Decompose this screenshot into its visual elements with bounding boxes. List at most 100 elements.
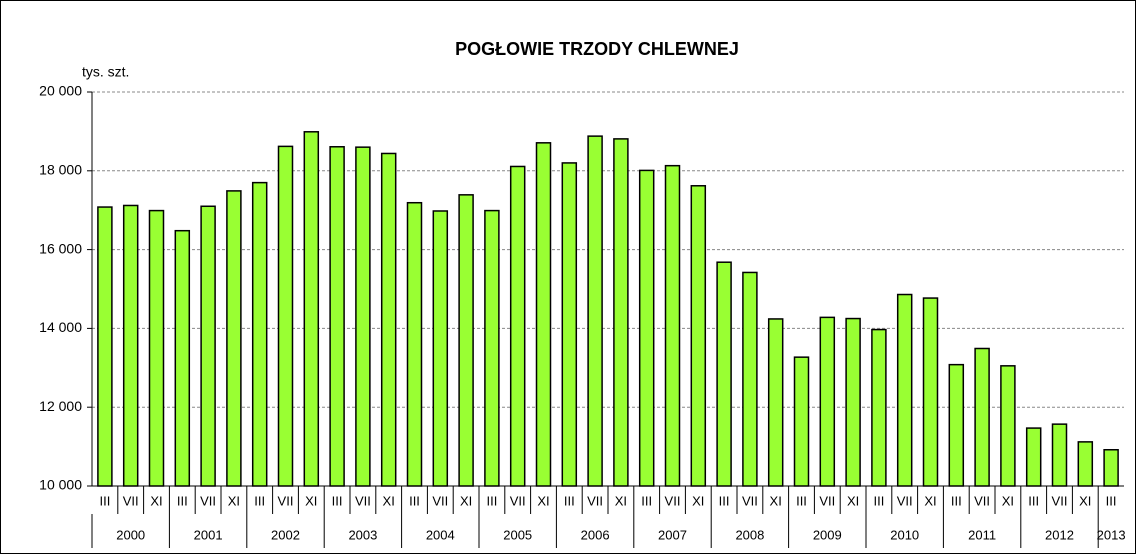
x-tick-label: XI — [1079, 493, 1091, 508]
bar — [122, 204, 139, 487]
x-tick-label: VII — [432, 493, 448, 508]
bar — [664, 164, 681, 487]
bar — [406, 201, 423, 487]
y-tick-label: 10 000 — [39, 477, 82, 493]
group-label: 2004 — [426, 527, 455, 542]
group-label: 2009 — [813, 527, 842, 542]
bar — [587, 135, 603, 487]
bar — [148, 209, 165, 487]
x-tick-label: III — [1028, 493, 1039, 508]
x-tick-label: VII — [510, 493, 526, 508]
bar — [355, 146, 371, 487]
x-tick-label: VII — [742, 493, 758, 508]
x-tick-label: XI — [150, 493, 162, 508]
x-tick-label: III — [486, 493, 497, 508]
bar — [974, 347, 990, 487]
y-axis-label: tys. szt. — [82, 64, 129, 80]
bar — [819, 316, 836, 487]
x-tick-label: VII — [1052, 493, 1068, 508]
bar — [458, 194, 474, 487]
x-tick-label: III — [99, 493, 110, 508]
chart-title: POGŁOWIE TRZODY CHLEWNEJ — [455, 39, 739, 59]
x-tick-label: III — [254, 493, 265, 508]
x-tick-label: III — [641, 493, 652, 508]
bar — [922, 297, 939, 487]
x-tick-label: XI — [770, 493, 782, 508]
x-tick-label: VII — [897, 493, 913, 508]
bar — [226, 190, 242, 487]
bar — [561, 162, 578, 487]
bar — [1077, 441, 1094, 487]
group-label: 2007 — [658, 527, 687, 542]
bar — [845, 317, 861, 487]
x-tick-label: XI — [228, 493, 240, 508]
group-label: 2000 — [116, 527, 145, 542]
bar — [1051, 423, 1068, 487]
y-tick-label: 16 000 — [39, 240, 82, 256]
bar — [484, 209, 500, 487]
group-label: 2008 — [735, 527, 764, 542]
x-tick-label: III — [951, 493, 962, 508]
x-tick-label: III — [332, 493, 343, 508]
group-label: 2001 — [194, 527, 223, 542]
bar — [174, 229, 191, 487]
group-label: 2006 — [581, 527, 610, 542]
x-tick-label: XI — [924, 493, 936, 508]
bar — [329, 146, 345, 487]
group-label: 2011 — [968, 527, 996, 542]
y-tick-label: 20 000 — [39, 83, 82, 99]
group-label: 2010 — [890, 527, 919, 542]
bar — [277, 145, 294, 487]
x-tick-label: XI — [847, 493, 859, 508]
x-tick-label: III — [719, 493, 730, 508]
x-tick-label: VII — [819, 493, 835, 508]
x-tick-label: VII — [278, 493, 294, 508]
x-tick-label: III — [564, 493, 575, 508]
bar — [716, 261, 732, 487]
bar — [896, 293, 913, 487]
x-tick-label: XI — [383, 493, 395, 508]
bar — [535, 142, 552, 487]
x-tick-label: XI — [460, 493, 472, 508]
bar — [742, 271, 758, 487]
bar — [1103, 449, 1119, 487]
x-tick-label: XI — [537, 493, 549, 508]
x-tick-label: VII — [587, 493, 603, 508]
bar — [767, 318, 784, 487]
x-tick-label: XI — [305, 493, 317, 508]
bar — [1000, 365, 1016, 487]
group-label: 2005 — [503, 527, 532, 542]
bar — [380, 152, 397, 487]
bar — [793, 356, 810, 487]
x-tick-label: VII — [123, 493, 139, 508]
x-tick-label: VII — [200, 493, 216, 508]
x-tick-label: VII — [665, 493, 681, 508]
bar — [613, 138, 629, 487]
y-tick-label: 18 000 — [39, 162, 82, 178]
x-tick-label: III — [873, 493, 884, 508]
bar — [1025, 427, 1042, 487]
bar — [638, 169, 655, 487]
x-tick-label: III — [796, 493, 807, 508]
group-label: 2012 — [1045, 527, 1074, 542]
bar — [509, 165, 526, 487]
x-tick-label: III — [409, 493, 420, 508]
x-tick-label: XI — [615, 493, 627, 508]
x-tick-label: III — [177, 493, 188, 508]
bar — [97, 206, 113, 487]
x-tick-label: III — [1106, 493, 1117, 508]
x-tick-label: VII — [974, 493, 990, 508]
bar — [871, 328, 887, 487]
x-tick-label: VII — [355, 493, 371, 508]
group-label: 2013 — [1097, 527, 1126, 542]
bar — [690, 185, 707, 487]
bar — [432, 210, 449, 487]
group-label: 2003 — [348, 527, 377, 542]
y-tick-label: 14 000 — [39, 319, 82, 335]
x-tick-label: XI — [692, 493, 704, 508]
group-label: 2002 — [271, 527, 300, 542]
bar — [251, 181, 268, 487]
bar — [303, 131, 320, 487]
bar — [948, 363, 965, 487]
